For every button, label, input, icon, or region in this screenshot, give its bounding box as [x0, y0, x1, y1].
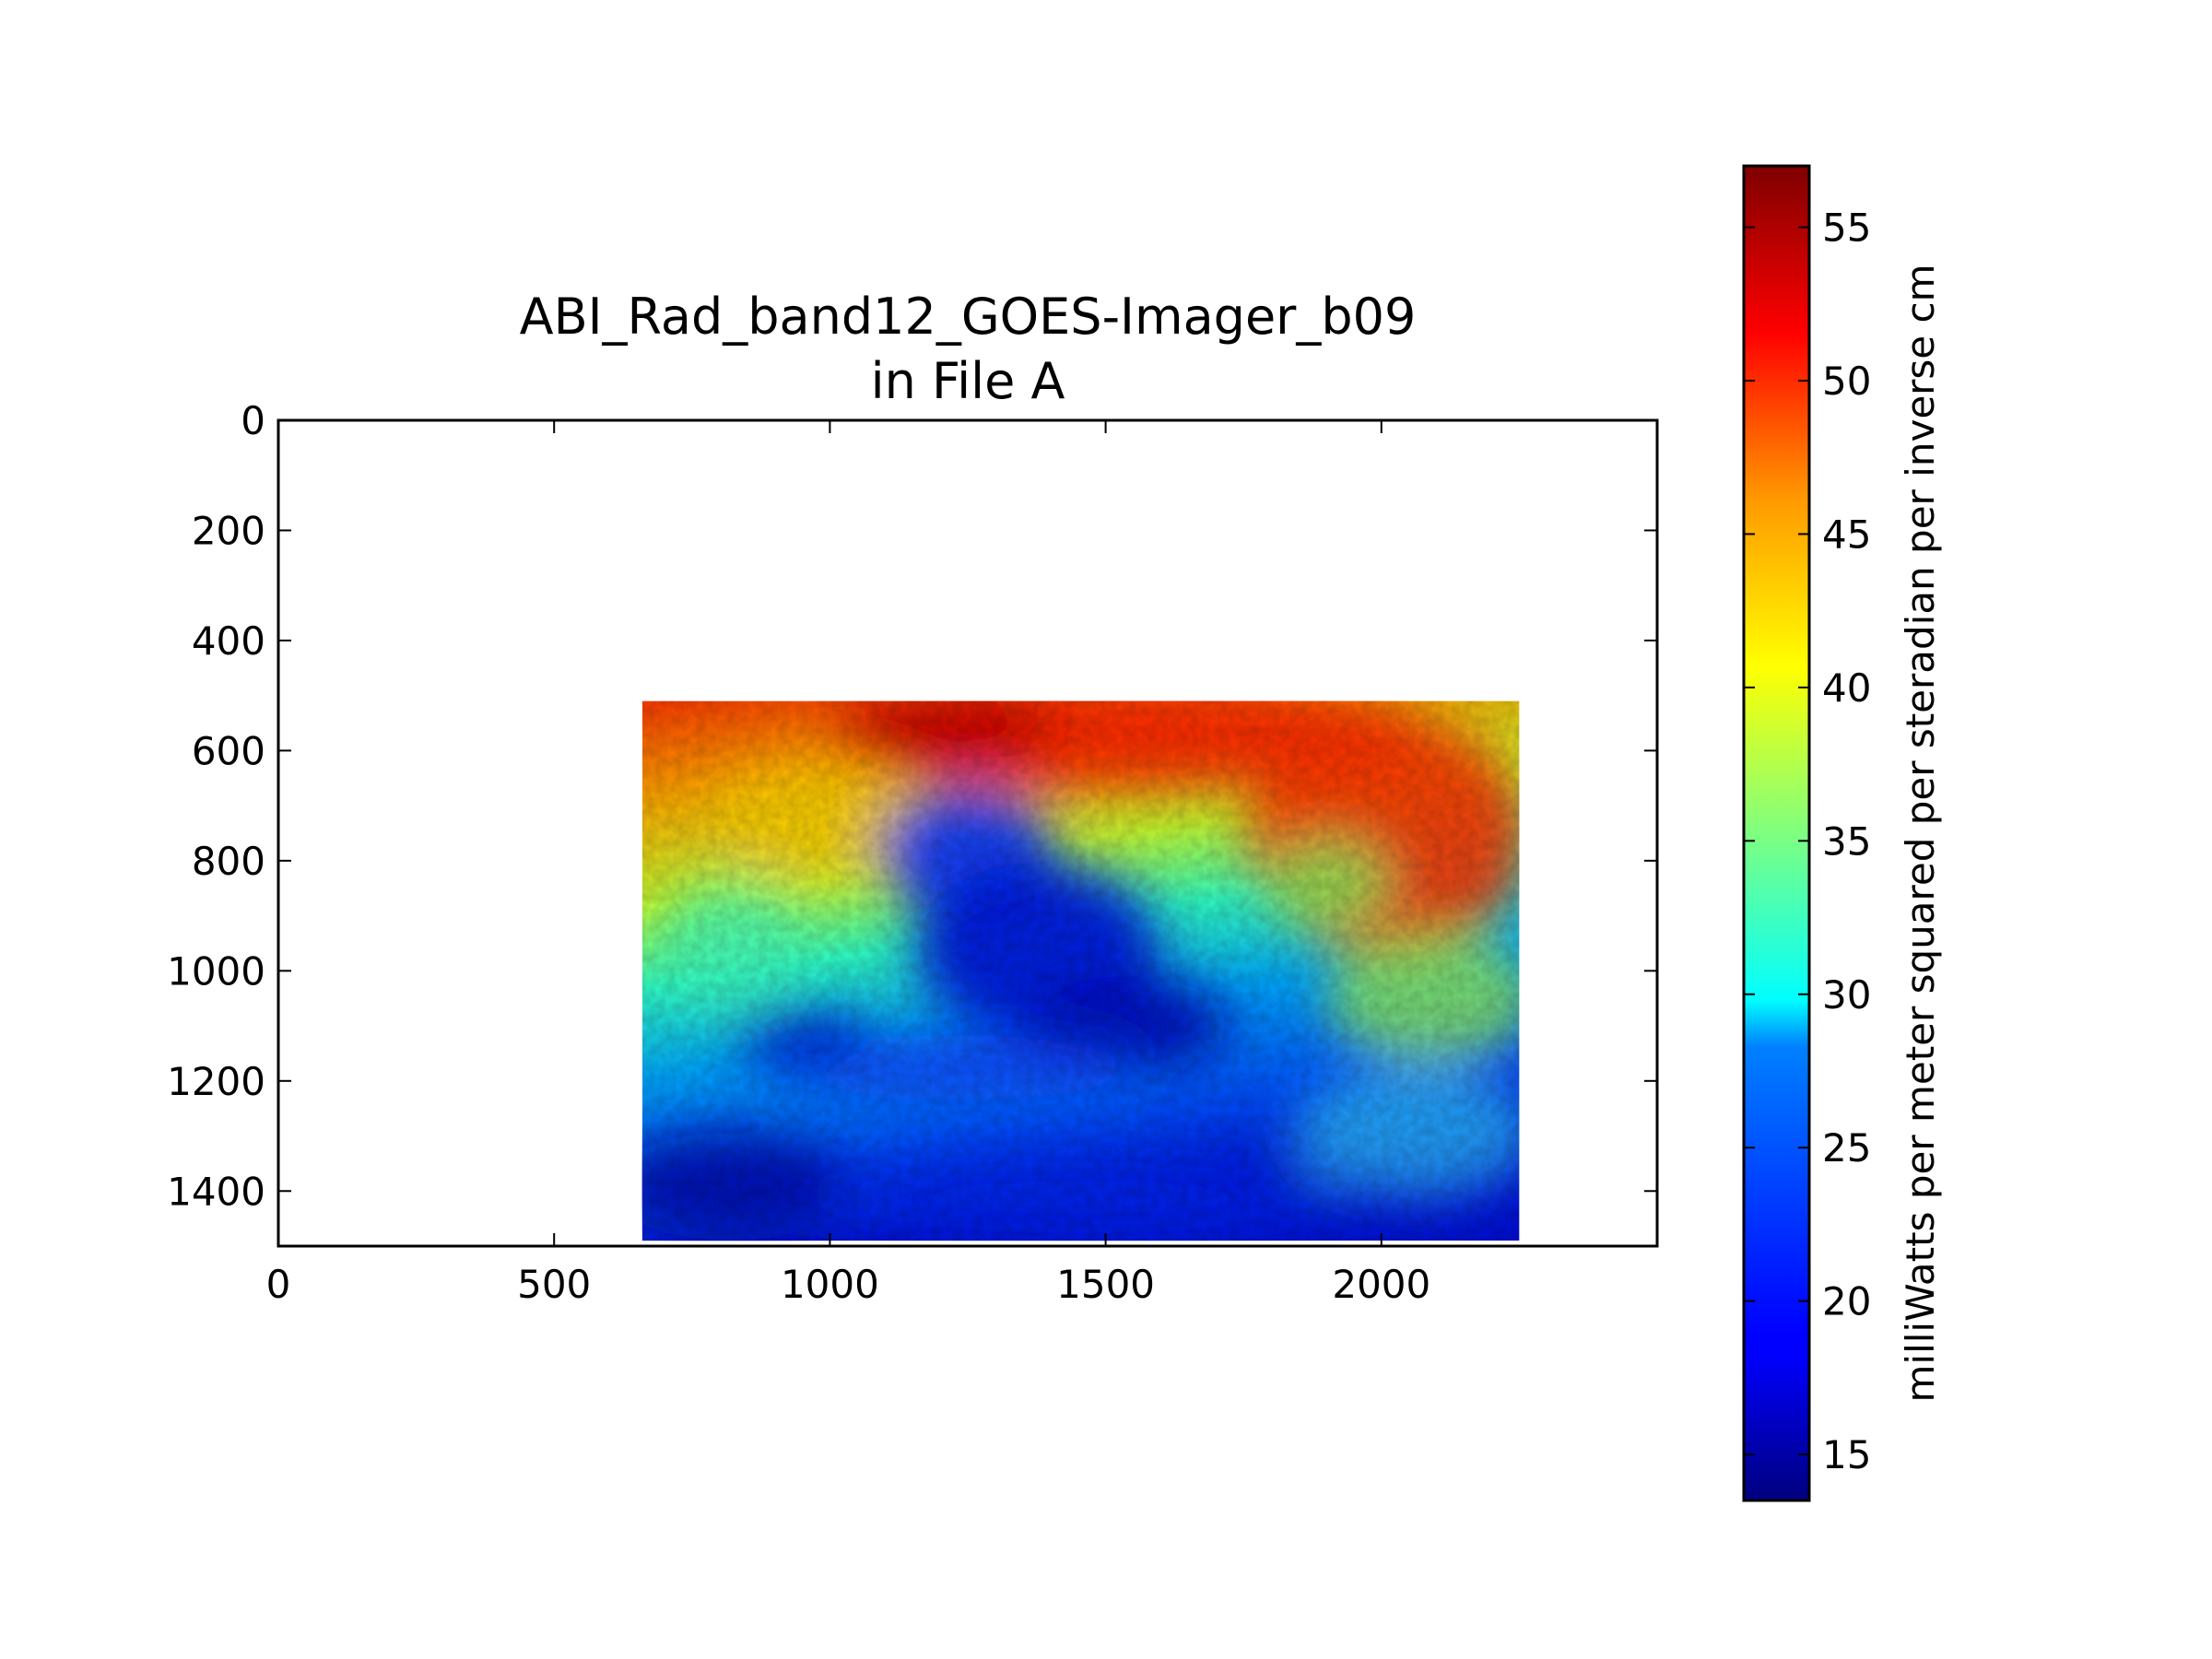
colorbar-ticks: 15 20 25 30 35 40 45 50 55: [1744, 206, 1871, 1477]
plot-frame: [276, 418, 1659, 1248]
colorbar-tick-label: 20: [1822, 1279, 1871, 1324]
x-tick-label: 500: [517, 1262, 591, 1307]
chart-title-line-2: in File A: [871, 352, 1065, 410]
x-axis-ticks: 0 500 1000 1500 2000: [266, 420, 1430, 1307]
colorbar: 15 20 25 30 35 40 45 50 55 milliWatts per meter …: [1742, 164, 1943, 1502]
heatmap-image: [641, 700, 1520, 1241]
colorbar-tick-label: 30: [1822, 972, 1871, 1018]
y-tick-label: 1200: [167, 1059, 265, 1104]
y-tick-label: 600: [192, 728, 265, 773]
x-tick-label: 2000: [1332, 1262, 1430, 1307]
y-axis-ticks: 0 200 400 600 800 1000 1200 1400: [167, 398, 1657, 1214]
y-tick-label: 200: [192, 508, 265, 553]
y-tick-label: 1000: [167, 948, 265, 994]
colorbar-tick-label: 40: [1822, 665, 1871, 711]
colorbar-label: milliWatts per meter squared per steradi…: [1898, 264, 1943, 1402]
colorbar-tick-label: 25: [1822, 1125, 1871, 1171]
colorbar-tick-label: 15: [1822, 1432, 1871, 1477]
chart-title-line-1: ABI_Rad_band12_GOES-Imager_b09: [520, 288, 1417, 346]
colorbar-tick-label: 55: [1822, 206, 1871, 251]
colorbar-tick-label: 35: [1822, 818, 1871, 864]
x-tick-label: 0: [266, 1262, 291, 1307]
chart-title: ABI_Rad_band12_GOES-Imager_b09 in File A: [520, 288, 1417, 410]
colorbar-tick-label: 45: [1822, 512, 1871, 557]
y-tick-label: 400: [192, 618, 265, 664]
y-tick-label: 800: [192, 839, 265, 884]
heatmap-texture: [641, 700, 1520, 1241]
colorbar-gradient: [1742, 164, 1811, 1502]
y-tick-label: 1400: [167, 1169, 265, 1214]
y-tick-label: 0: [241, 398, 265, 443]
colorbar-tick-label: 50: [1822, 359, 1871, 404]
x-tick-label: 1500: [1056, 1262, 1155, 1307]
x-tick-label: 1000: [781, 1262, 879, 1307]
